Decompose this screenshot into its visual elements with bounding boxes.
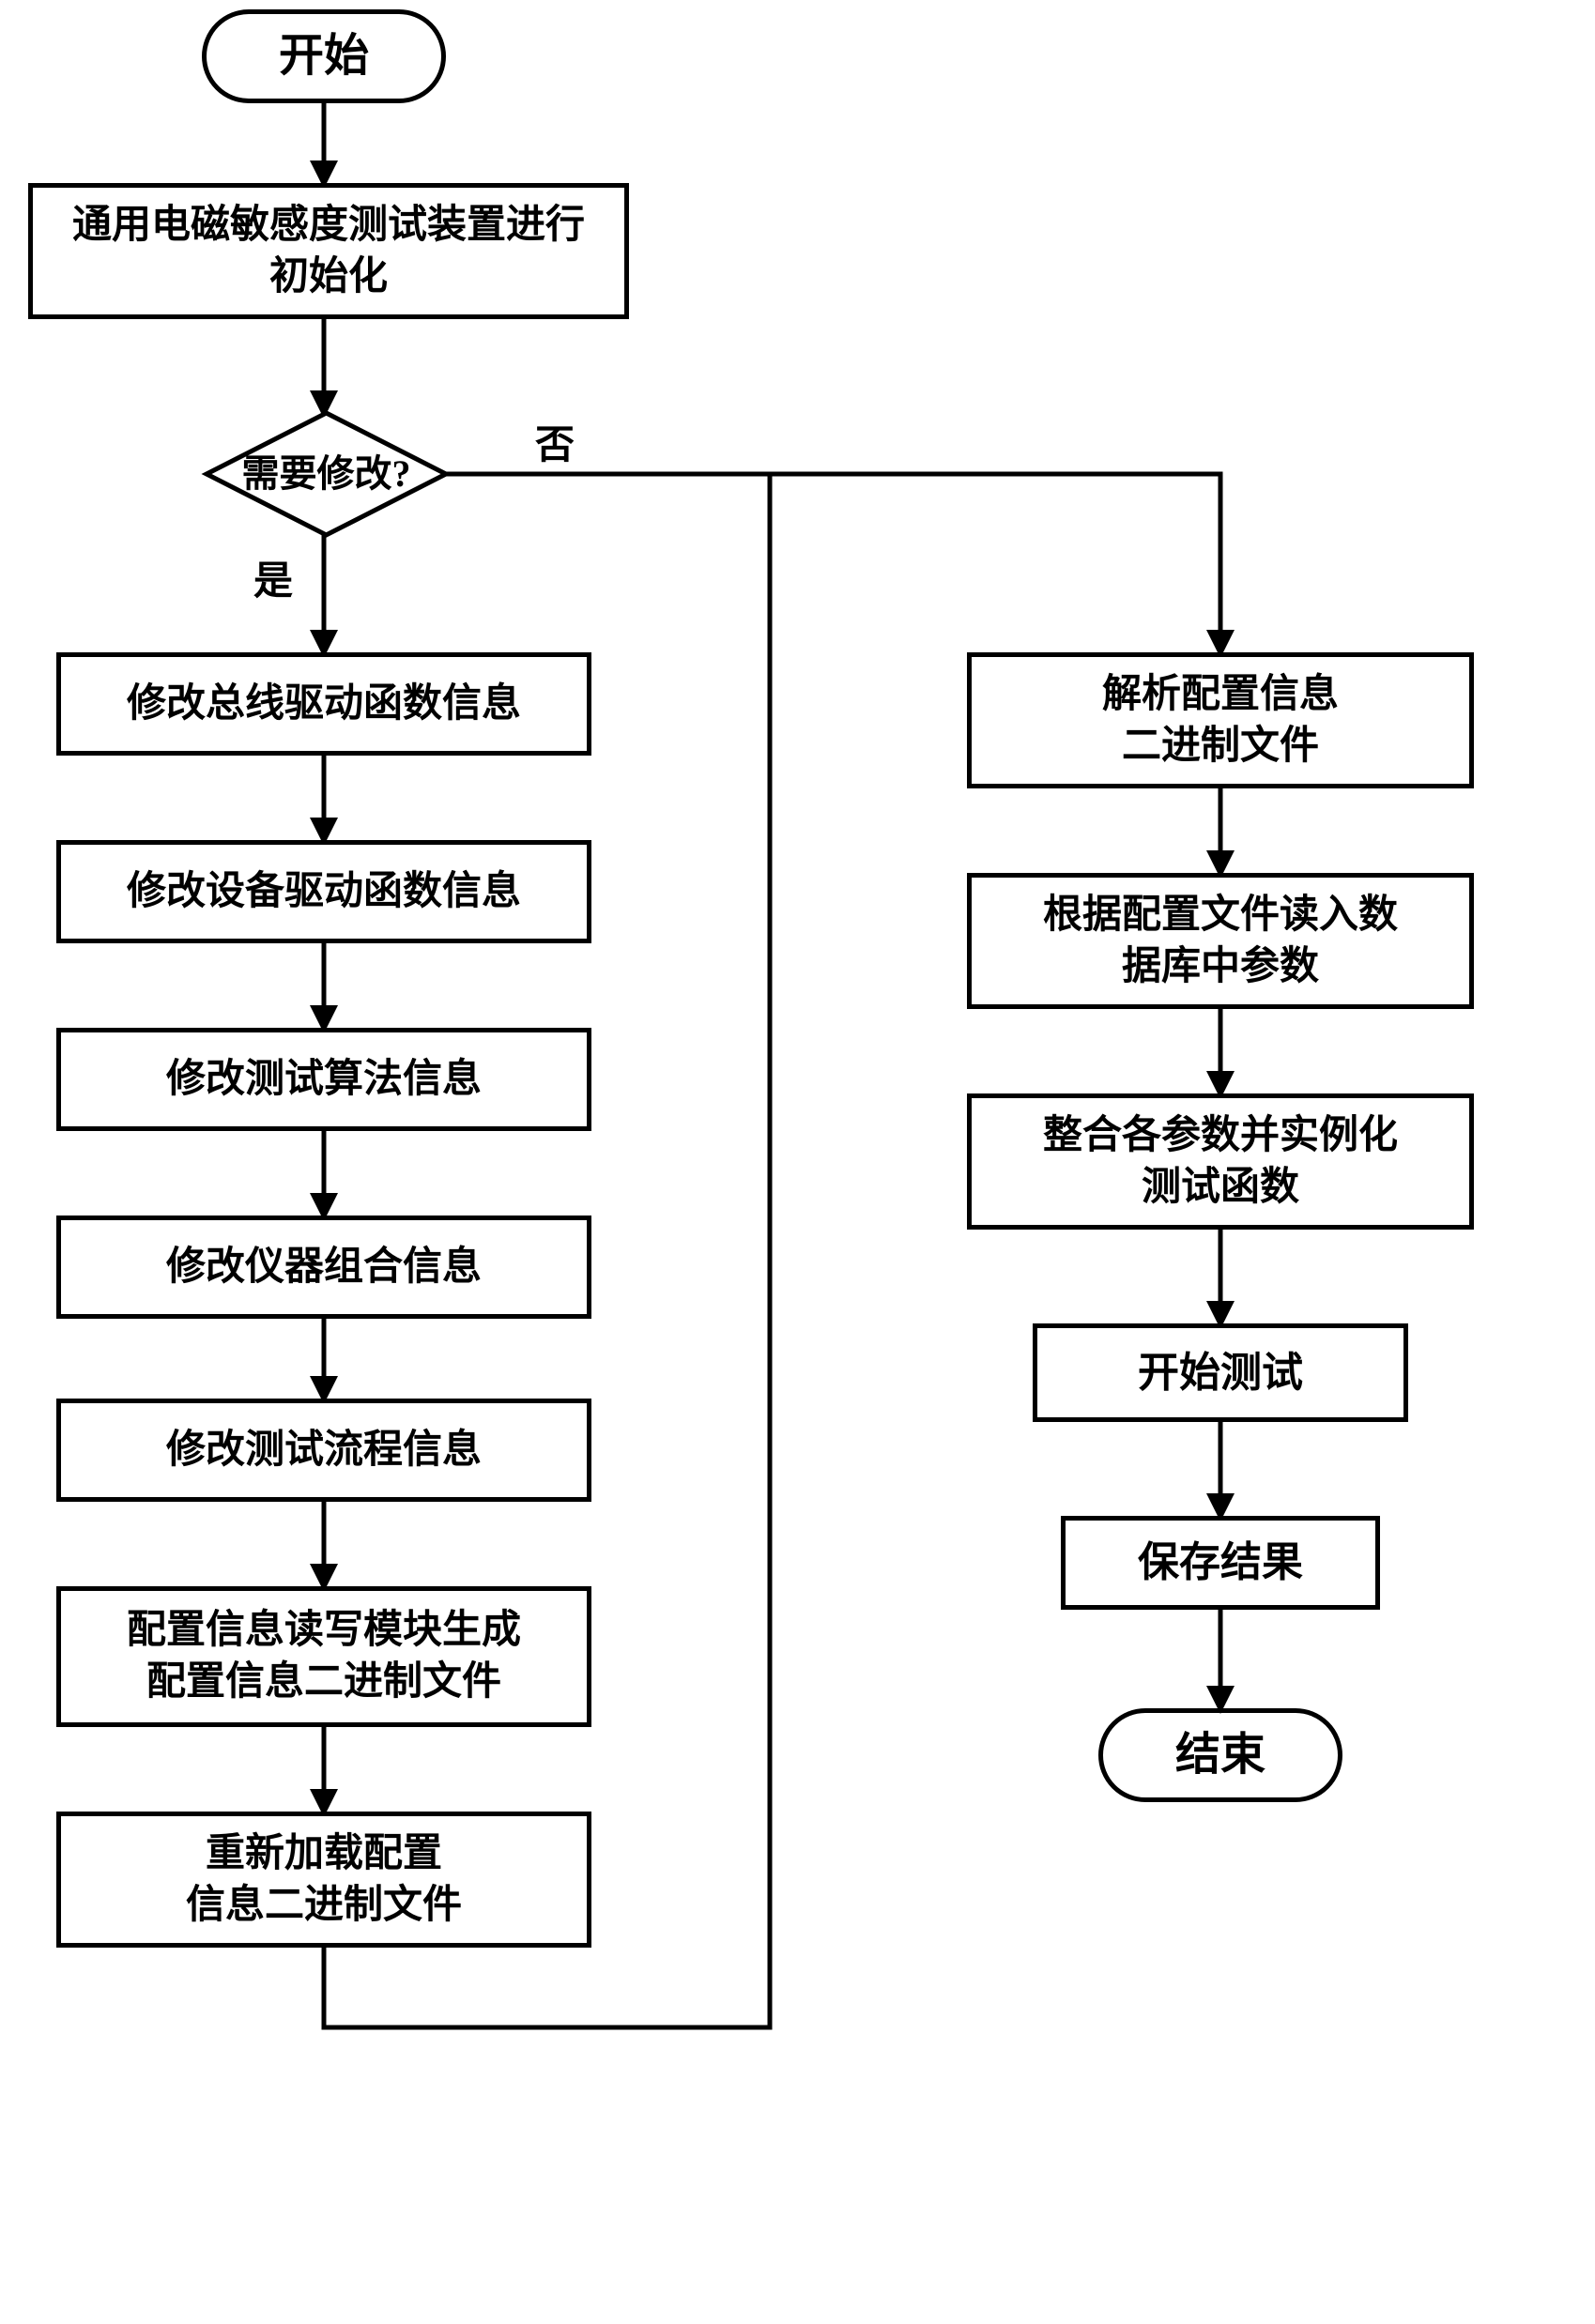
node-label: 通用电磁敏感度测试装置进行 初始化 xyxy=(72,200,585,302)
node-label: 保存结果 xyxy=(1138,1536,1303,1589)
node-init: 通用电磁敏感度测试装置进行 初始化 xyxy=(28,183,629,319)
node-decision: 需要修改? xyxy=(207,413,446,535)
node-gen: 配置信息读写模块生成 配置信息二进制文件 xyxy=(56,1586,591,1727)
node-mod4: 修改仪器组合信息 xyxy=(56,1216,591,1319)
decision-label-no: 否 xyxy=(535,413,575,470)
node-label: 修改测试流程信息 xyxy=(166,1425,482,1476)
decision-label-yes: 是 xyxy=(253,549,293,606)
node-readdb: 根据配置文件读入数 据库中参数 xyxy=(967,873,1474,1009)
edge-decision-parse xyxy=(446,474,1220,652)
node-label: 结束 xyxy=(1175,1726,1265,1784)
node-label: 重新加载配置 信息二进制文件 xyxy=(186,1828,462,1931)
node-label: 解析配置信息 二进制文件 xyxy=(1102,669,1339,772)
node-integ: 整合各参数并实例化 测试函数 xyxy=(967,1093,1474,1230)
node-label: 修改总线驱动函数信息 xyxy=(127,679,521,730)
node-reload: 重新加载配置 信息二进制文件 xyxy=(56,1812,591,1948)
node-label: 修改测试算法信息 xyxy=(166,1054,482,1106)
node-mod1: 修改总线驱动函数信息 xyxy=(56,652,591,756)
node-save: 保存结果 xyxy=(1061,1516,1380,1610)
node-label: 整合各参数并实例化 测试函数 xyxy=(1043,1110,1398,1213)
node-label: 开始 xyxy=(279,27,369,85)
node-label: 开始测试 xyxy=(1138,1346,1303,1399)
node-label: 需要修改? xyxy=(242,450,411,498)
decision-label-text: 是 xyxy=(253,560,293,604)
node-end: 结束 xyxy=(1098,1708,1342,1802)
node-testgo: 开始测试 xyxy=(1033,1323,1408,1422)
node-label: 修改仪器组合信息 xyxy=(166,1242,482,1293)
node-label: 修改设备驱动函数信息 xyxy=(127,866,521,918)
decision-label-text: 否 xyxy=(535,424,575,467)
node-mod3: 修改测试算法信息 xyxy=(56,1028,591,1131)
node-mod5: 修改测试流程信息 xyxy=(56,1399,591,1502)
node-start: 开始 xyxy=(202,9,446,103)
node-parse: 解析配置信息 二进制文件 xyxy=(967,652,1474,788)
flowchart-canvas: 开始通用电磁敏感度测试装置进行 初始化需要修改? 修改总线驱动函数信息修改设备驱动… xyxy=(0,0,1595,2324)
node-mod2: 修改设备驱动函数信息 xyxy=(56,840,591,943)
node-label: 配置信息读写模块生成 配置信息二进制文件 xyxy=(127,1605,521,1707)
node-label: 根据配置文件读入数 据库中参数 xyxy=(1043,890,1398,992)
